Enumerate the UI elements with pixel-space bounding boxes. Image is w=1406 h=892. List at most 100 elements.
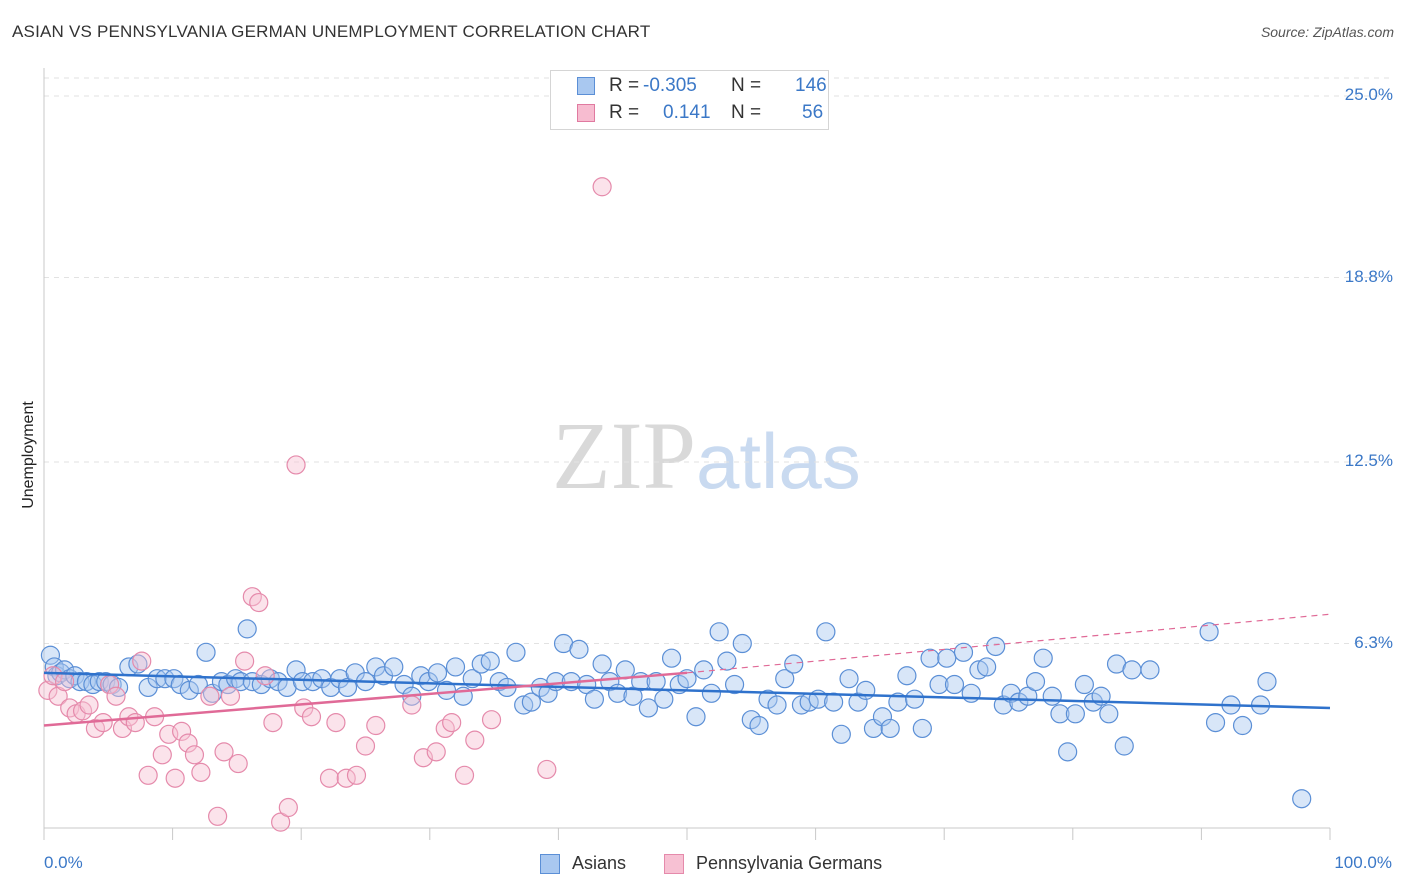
asian-point [767,695,787,715]
watermark-atlas: atlas [696,417,861,505]
pennsylvania-german-point [208,806,228,826]
watermark-zip: ZIP [552,402,696,509]
asian-point [791,695,812,715]
y-tick-label: 12.5% [1344,451,1393,470]
legend-n-label: N = [731,75,762,96]
pennsylvania-german-trend-extension [686,613,1331,674]
pennsylvania-german-point [184,745,205,765]
legend-r-value: 0.141 [663,102,711,123]
pennsylvania-german-point [152,745,172,765]
asian-point [445,657,466,677]
asian-point [1140,660,1160,680]
pennsylvania-german-point [355,736,376,756]
pennsylvania-german-point [178,733,198,753]
asian-point [1205,712,1226,733]
asian-point [775,669,795,689]
asian-point [724,674,745,695]
asian-trend-line [43,671,1331,710]
x-tick-label-max: 100.0% [1334,853,1392,872]
legend-r-value: -0.305 [643,75,697,96]
asian-point [961,683,981,703]
pennsylvania-german-point [200,686,220,706]
pennsylvania-german-point [465,730,485,750]
asian-point [661,648,682,668]
asian-point [1025,671,1046,692]
y-tick-label: 18.8% [1344,266,1393,286]
asian-point [1257,671,1277,692]
pennsylvania-german-point [38,680,58,700]
asian-point [384,657,404,677]
asian-point [638,698,659,718]
pennsylvania-german-point [220,686,241,706]
asian-point [436,680,457,700]
pennsylvania-german-point [228,753,248,774]
y-axis-label: Unemployment [20,401,37,509]
asian-point [701,683,722,703]
asian-point [986,636,1006,657]
asian-point [506,642,526,662]
asian-point [717,651,737,671]
asian-point [188,674,208,695]
pennsylvania-german-point [402,695,422,715]
asian-point [514,695,534,715]
pennsylvania-german-point [191,762,211,782]
asian-point [584,689,605,709]
pennsylvania-german-point [85,718,106,739]
asian-point [732,633,752,654]
asian-point [654,689,674,709]
pennsylvania-german-point [263,712,283,733]
asian-point [1292,789,1312,809]
pennsylvania-german-point [214,742,234,762]
pennsylvania-german-point [138,765,158,785]
asian-point [1050,704,1070,724]
asian-point [831,724,851,744]
pennsylvania-german-point [454,765,475,785]
asian-point [1074,674,1094,695]
asian-point [1065,704,1085,724]
asian-point [147,669,167,689]
asian-point [394,674,414,695]
asian-point [1033,648,1053,668]
asian-point [880,718,900,739]
asian-point [569,639,589,659]
asian-point [1114,736,1134,756]
asian-point [993,695,1013,715]
pennsylvania-german-point [319,768,340,788]
legend-n-value: 146 [795,75,827,96]
asian-point [944,674,965,695]
pennsylvania-german-point [43,666,63,686]
source-credit: Source: ZipAtlas.com [1260,24,1394,40]
asian-point [905,689,925,709]
asian-point [1232,715,1253,736]
pennsylvania-german-point [366,715,386,736]
pennsylvania-german-point [286,455,306,475]
asian-point [1122,660,1142,680]
watermark: ZIPatlas [552,400,861,511]
pennsylvania-german-point [442,712,462,733]
pennsylvania-german-point [132,651,152,671]
legend-swatch-pennsylvania-germans [577,104,595,122]
asian-point [600,671,620,692]
pennsylvania-german-point [255,666,275,686]
pennsylvania-german-point [106,686,126,706]
legend-swatch-pennsylvania-germans [664,854,684,874]
pennsylvania-german-point [278,797,298,818]
asian-point [1042,686,1062,706]
asian-point [480,651,500,671]
pennsylvania-german-point [326,712,346,733]
asian-point [848,692,868,712]
asian-point [1058,742,1078,762]
asian-point [592,654,612,674]
pennsylvania-german-point [481,710,502,730]
pennsylvania-german-point [235,651,255,671]
asian-point [237,619,257,639]
asian-point [709,622,729,642]
pennsylvania-german-point [249,592,269,613]
asian-point [1199,622,1219,642]
y-tick-label: 6.3% [1354,632,1393,652]
pennsylvania-german-point [172,721,192,741]
asian-point [784,654,804,674]
pennsylvania-german-point [537,759,557,780]
asian-point [839,669,859,689]
